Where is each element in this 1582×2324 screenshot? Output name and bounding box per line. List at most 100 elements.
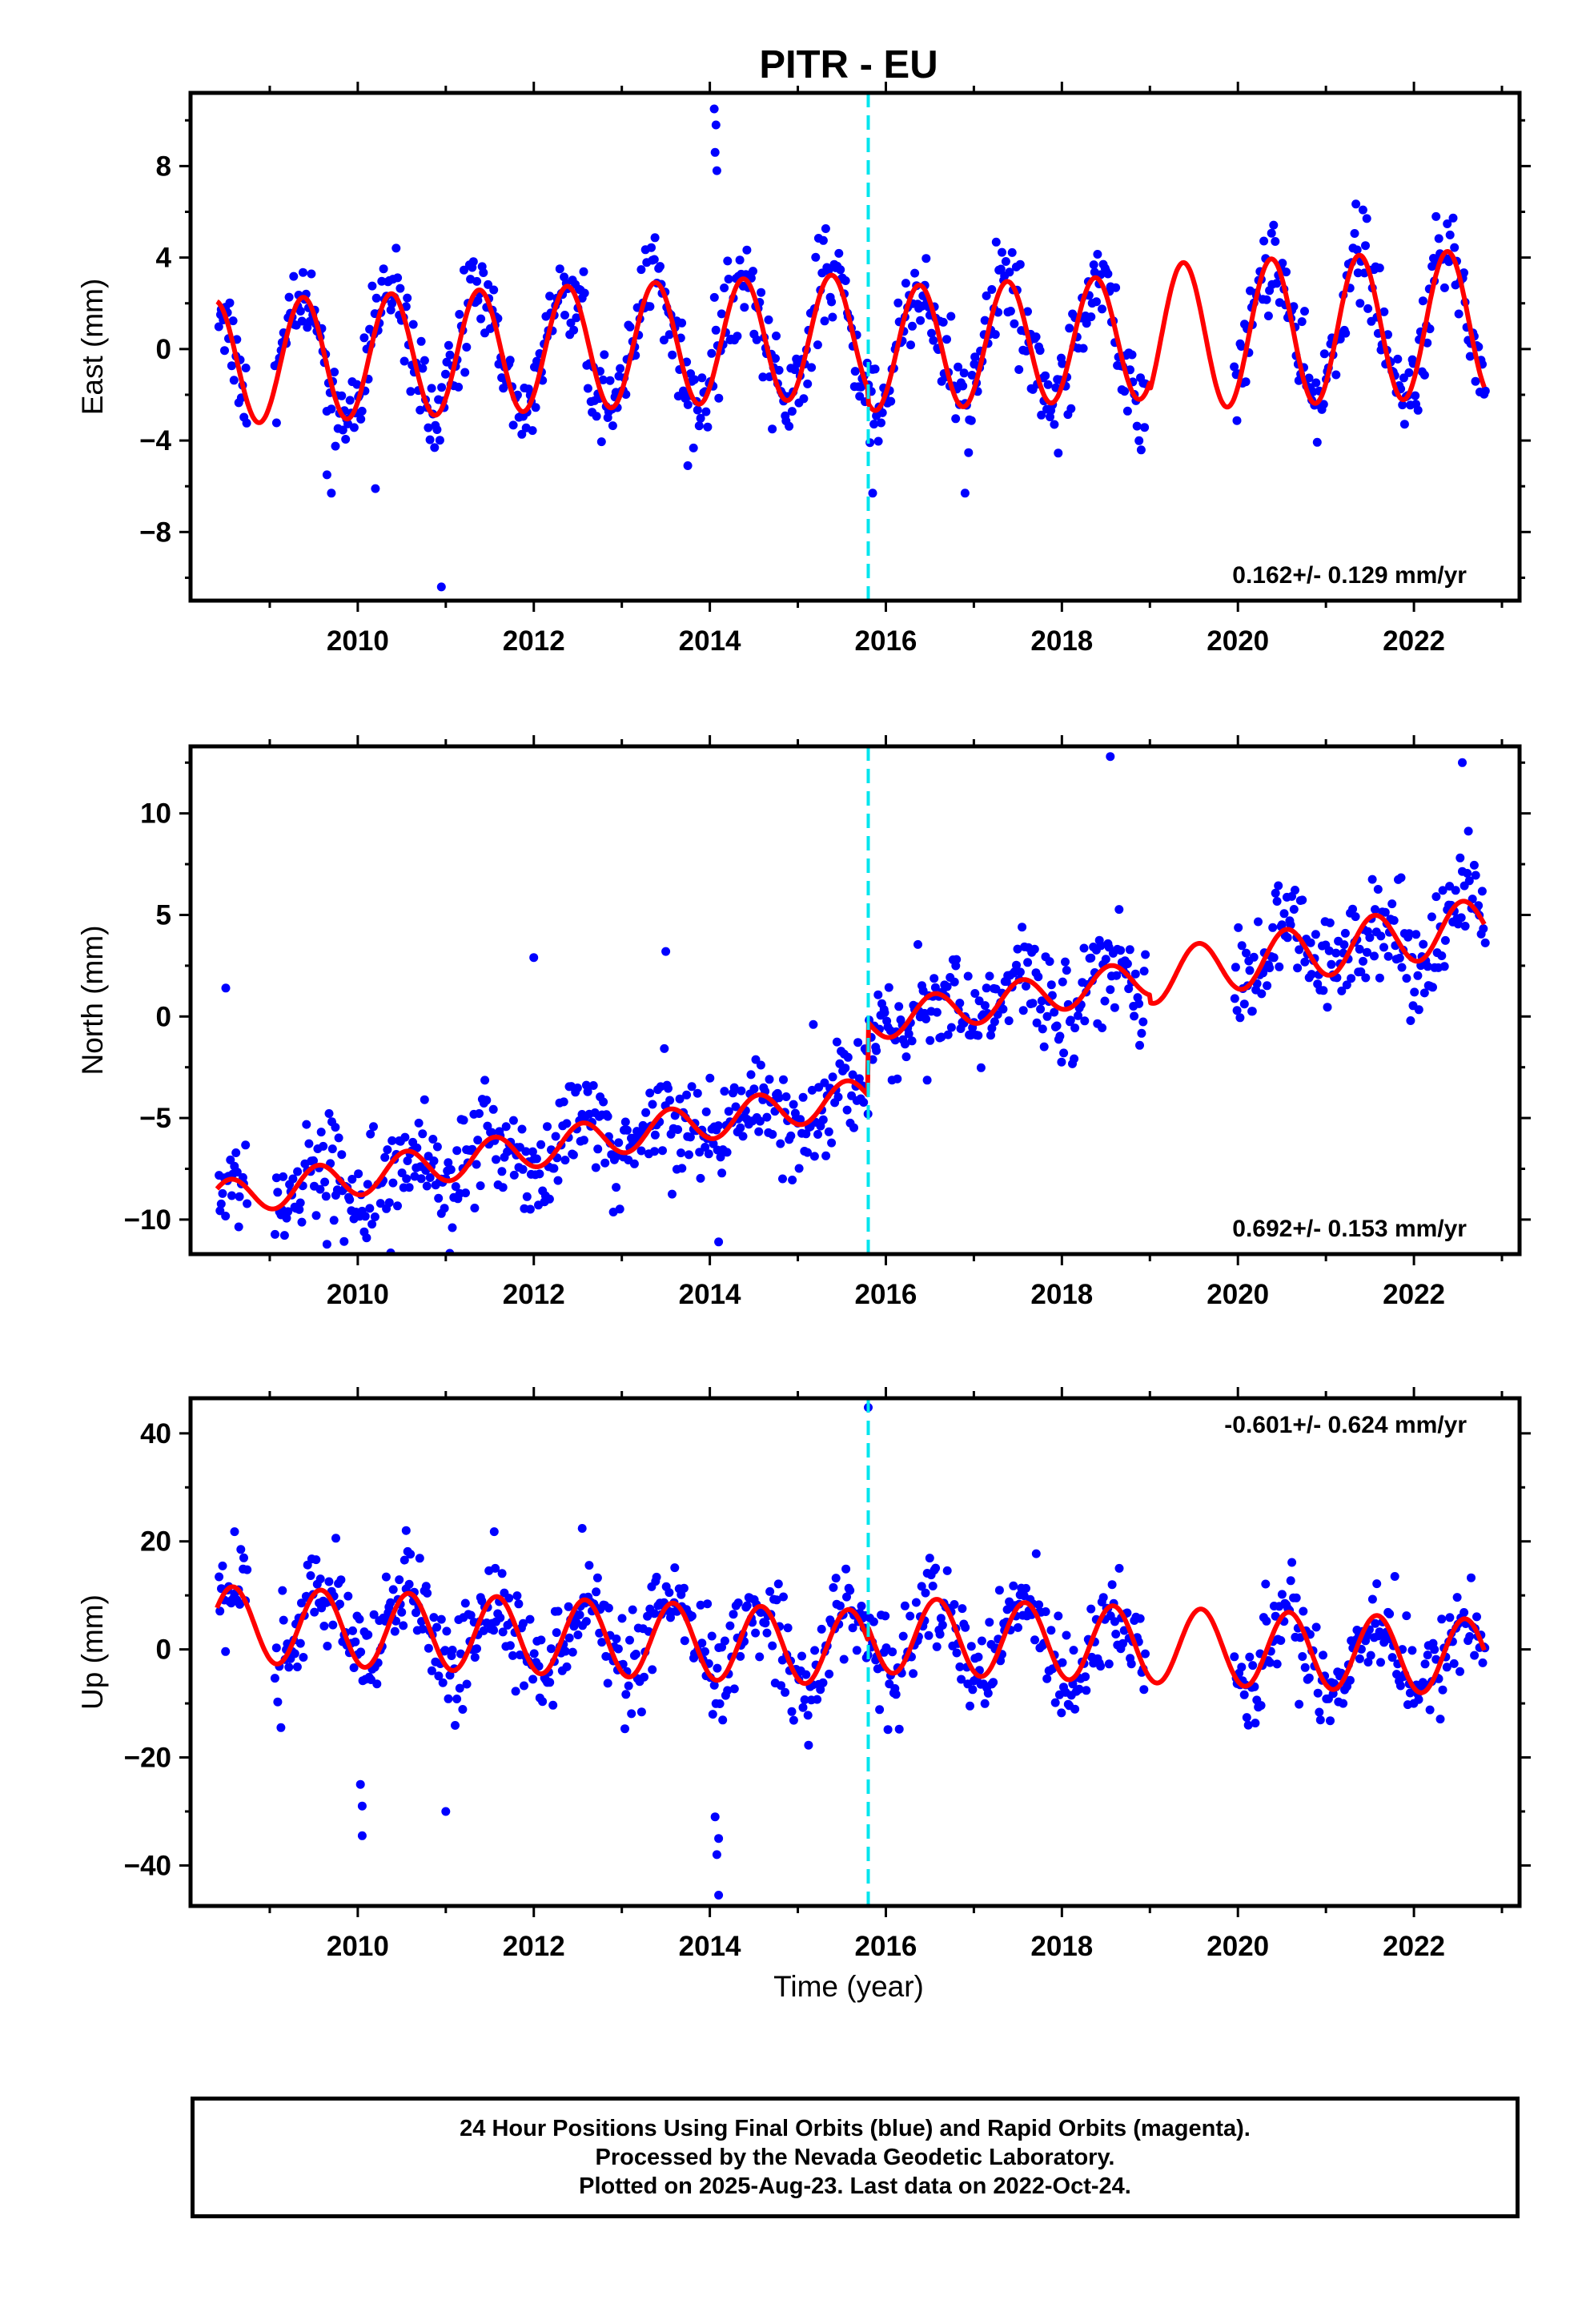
data-point (1456, 913, 1466, 923)
data-point (429, 1613, 439, 1622)
data-point (520, 1681, 528, 1691)
data-point (697, 1638, 707, 1648)
data-point (428, 1135, 438, 1144)
data-point (1323, 1003, 1332, 1012)
data-point (418, 364, 428, 373)
data-points (215, 1403, 1490, 1900)
data-point (673, 1125, 683, 1134)
plot-area (215, 1398, 1490, 1906)
data-point (1300, 957, 1310, 967)
data-point (910, 268, 920, 278)
data-point (436, 1614, 446, 1624)
data-point (652, 1572, 661, 1582)
data-point (400, 356, 409, 366)
data-point (777, 1681, 785, 1691)
data-point (617, 1614, 627, 1623)
data-point (679, 1583, 689, 1593)
data-point (315, 1184, 325, 1194)
data-point (324, 1109, 334, 1118)
data-point (1022, 1583, 1030, 1593)
data-point (713, 1663, 722, 1673)
data-point (991, 237, 1001, 247)
data-point (221, 1212, 231, 1220)
data-point (1319, 349, 1329, 359)
y-tick-label: −40 (124, 1850, 171, 1881)
outlier-point (357, 1801, 367, 1811)
data-point (441, 369, 450, 379)
data-point (370, 1212, 379, 1221)
data-point (572, 313, 581, 323)
data-point (282, 1213, 291, 1223)
data-point (985, 971, 994, 981)
data-point (917, 1582, 926, 1591)
data-point (284, 1663, 294, 1672)
data-point (894, 1724, 904, 1734)
data-point (383, 1145, 392, 1155)
data-point (432, 425, 442, 434)
data-point (1037, 410, 1046, 420)
data-point (803, 1711, 813, 1720)
data-point (1261, 1579, 1271, 1589)
data-point (789, 1100, 798, 1109)
data-point (421, 1582, 431, 1591)
data-point (517, 429, 527, 439)
data-point (461, 1188, 470, 1198)
data-point (785, 421, 794, 431)
data-point (412, 1143, 422, 1152)
data-point (216, 1199, 226, 1208)
data-point (624, 1681, 633, 1691)
data-point (293, 1167, 303, 1176)
data-point (1366, 1651, 1375, 1660)
data-point (473, 1136, 483, 1145)
data-point (420, 1095, 429, 1104)
data-point (232, 1168, 242, 1177)
data-point (581, 1617, 591, 1626)
data-point (306, 1571, 315, 1580)
data-point (998, 247, 1006, 257)
data-point (757, 287, 766, 297)
data-point (636, 265, 646, 275)
data-point (1479, 924, 1488, 934)
data-point (717, 309, 726, 319)
data-point (714, 393, 724, 403)
data-point (292, 1663, 302, 1671)
data-point (942, 1566, 952, 1575)
data-point (508, 420, 518, 430)
data-point (279, 1172, 288, 1181)
data-point (787, 407, 797, 416)
data-point (434, 1671, 444, 1681)
data-point (1331, 370, 1341, 380)
data-point (444, 1694, 453, 1703)
data-point (946, 1023, 956, 1032)
data-point (1363, 947, 1371, 957)
data-point (553, 1606, 563, 1616)
data-point (977, 1636, 986, 1646)
data-point (932, 1007, 942, 1017)
data-point (905, 1611, 915, 1621)
outlier-point (712, 1850, 721, 1860)
data-point (1230, 362, 1239, 372)
data-point (1345, 1675, 1355, 1685)
data-point (427, 1666, 436, 1675)
outlier-point (331, 1191, 340, 1200)
data-point (1009, 1581, 1018, 1590)
data-point (1389, 915, 1399, 925)
data-point (1135, 1040, 1144, 1050)
data-point (1098, 304, 1106, 314)
data-point (754, 1127, 764, 1136)
data-point (816, 1685, 825, 1695)
x-axis-label: Time (year) (773, 1970, 924, 2003)
data-point (1419, 939, 1428, 949)
data-point (781, 1092, 791, 1101)
data-point (1397, 963, 1407, 972)
data-point (1104, 1659, 1114, 1669)
data-point (384, 1198, 394, 1208)
data-point (508, 1651, 517, 1660)
data-point (1340, 928, 1350, 938)
data-point (803, 1148, 812, 1157)
data-point (848, 1070, 857, 1080)
data-point (627, 1709, 636, 1719)
data-point (560, 1156, 570, 1165)
data-point (1463, 869, 1472, 878)
data-point (1046, 412, 1054, 422)
